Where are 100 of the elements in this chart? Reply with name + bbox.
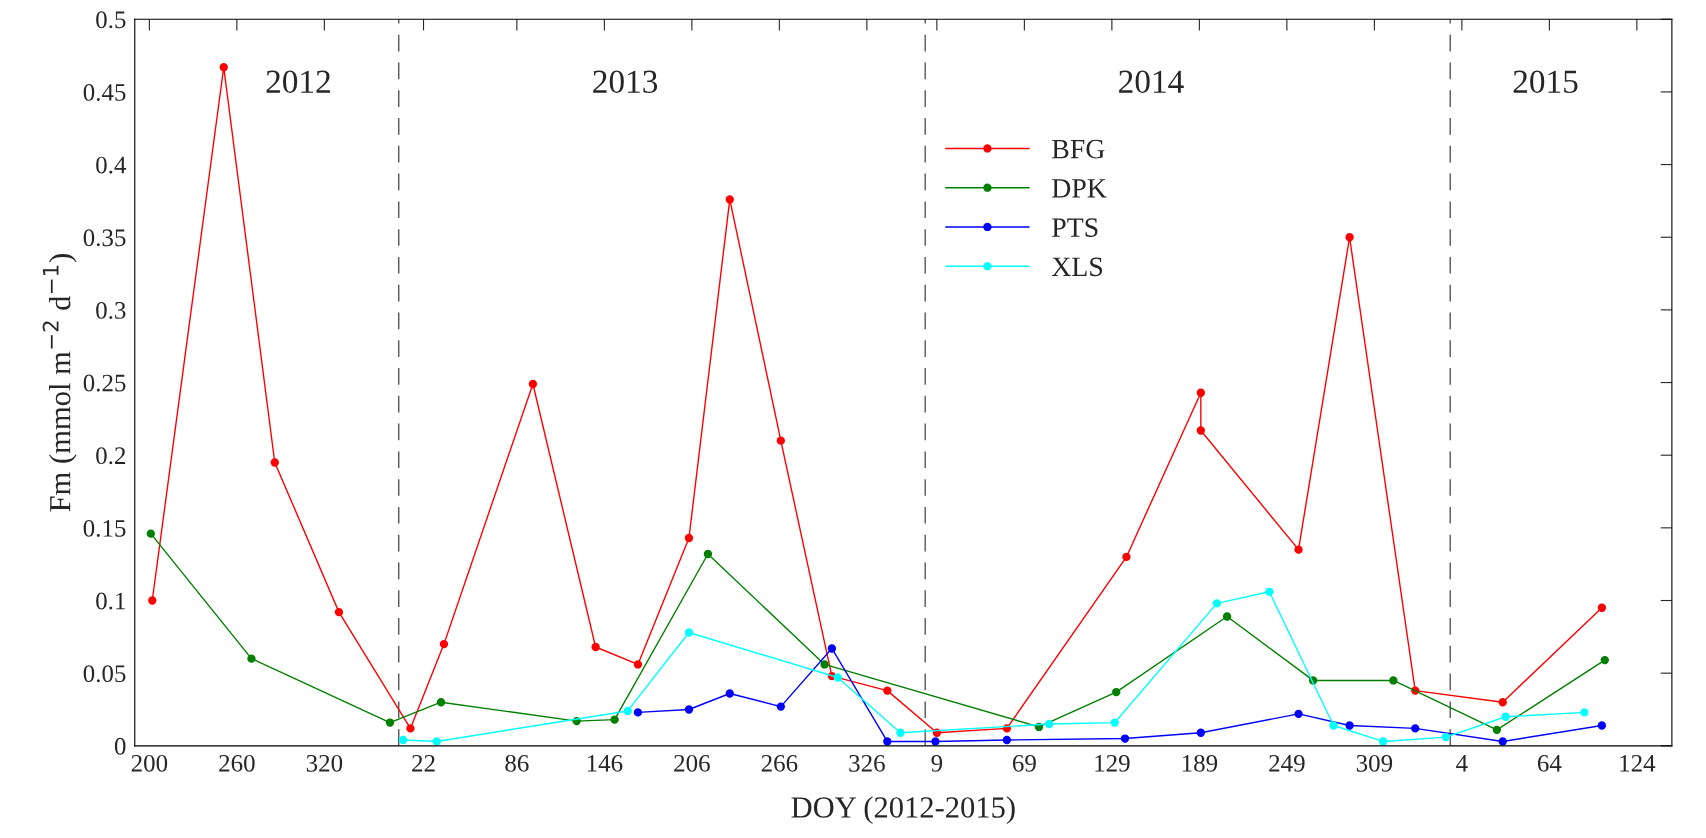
point [1045, 719, 1054, 729]
point [725, 689, 734, 698]
annotation: 2012 [266, 70, 330, 94]
point [1492, 725, 1502, 734]
point [1597, 603, 1607, 612]
point [148, 596, 157, 605]
y-tick-label: 0.3 [96, 301, 126, 319]
point [406, 724, 415, 733]
point [385, 718, 395, 727]
point [820, 660, 829, 669]
point [439, 639, 449, 649]
point [1294, 545, 1303, 554]
x-tick-label: 309 [1356, 754, 1393, 772]
point [432, 737, 441, 746]
point [633, 708, 643, 717]
point [1002, 735, 1012, 745]
point [827, 644, 837, 653]
point [1345, 233, 1354, 242]
point [1222, 612, 1232, 621]
point [1329, 721, 1338, 730]
y-tick-label: 0 [114, 737, 126, 755]
x-tick-label: 4 [1456, 755, 1468, 772]
point [725, 195, 734, 204]
point [833, 673, 842, 682]
point [1196, 388, 1205, 397]
point [684, 628, 694, 637]
point [219, 63, 228, 72]
y-tick-label: 0.05 [83, 665, 126, 683]
point [1378, 737, 1388, 746]
point [436, 698, 446, 707]
x-axis-title: DOY (2012-2015) [791, 796, 1015, 824]
point [1441, 732, 1450, 742]
y-tick-label: 0.15 [83, 519, 126, 537]
x-tick-label: 22 [412, 754, 435, 772]
point [883, 737, 892, 746]
point [1501, 712, 1510, 721]
x-tick-label: 69 [1012, 754, 1036, 772]
annotation: 2015 [1513, 70, 1578, 94]
point [334, 607, 344, 617]
point [883, 686, 892, 695]
point [1196, 728, 1205, 737]
point [1112, 687, 1121, 697]
y-axis-title: Fm (mmol m$^{−2}$ d$^{−1}$) [42, 254, 77, 512]
y-tick-label: 0.2 [96, 447, 126, 465]
x-tick-label: 249 [1269, 754, 1305, 772]
x-tick-label: 266 [761, 754, 798, 772]
point [1411, 724, 1420, 733]
annotation: 2013 [593, 70, 658, 94]
x-tick-label: 124 [1620, 754, 1656, 772]
y-tick-label: 0.4 [96, 156, 127, 174]
x-tick-label: 260 [219, 754, 255, 772]
legend-label: BFG [1052, 139, 1105, 159]
x-tick-label: 326 [849, 754, 885, 772]
x-tick-label: 200 [131, 754, 168, 772]
point [270, 458, 279, 467]
x-tick-label: 64 [1537, 754, 1562, 772]
x-tick-label: 86 [505, 754, 529, 772]
point [1600, 655, 1609, 665]
point [931, 737, 940, 746]
legend-label: XLS [1051, 257, 1103, 277]
x-tick-label: 189 [1182, 754, 1218, 772]
point [610, 715, 619, 724]
y-tick-label: 0.35 [83, 229, 126, 247]
point [1110, 718, 1119, 727]
point [776, 702, 785, 711]
point [1498, 737, 1507, 746]
point [1389, 676, 1398, 685]
point [1597, 721, 1607, 730]
point [703, 549, 713, 559]
point [398, 735, 408, 745]
annotation: 2014 [1119, 70, 1184, 94]
point [896, 728, 905, 737]
point [247, 654, 256, 663]
point [1265, 587, 1274, 596]
point [776, 436, 785, 445]
point [684, 705, 694, 714]
legend-label: PTS [1052, 218, 1098, 237]
y-tick-label: 0.5 [96, 11, 126, 29]
point [1580, 708, 1589, 717]
point [146, 529, 155, 538]
point [1212, 599, 1222, 608]
x-tick-label: 206 [674, 754, 710, 772]
point [1122, 552, 1131, 562]
x-tick-label: 9 [931, 754, 943, 772]
point [528, 379, 538, 389]
point [1196, 426, 1205, 435]
legend-label: DPK [1052, 179, 1107, 198]
point [1120, 734, 1130, 743]
y-tick-label: 0.25 [83, 374, 126, 392]
x-tick-label: 129 [1095, 754, 1130, 772]
x-tick-label: 320 [306, 754, 343, 772]
point [1294, 709, 1303, 719]
point [623, 706, 632, 716]
point [684, 533, 694, 543]
point [1345, 721, 1354, 730]
point [633, 660, 643, 669]
y-tick-label: 0.45 [83, 83, 126, 101]
point [1498, 698, 1507, 707]
x-tick-label: 146 [587, 754, 623, 772]
point [591, 642, 600, 652]
